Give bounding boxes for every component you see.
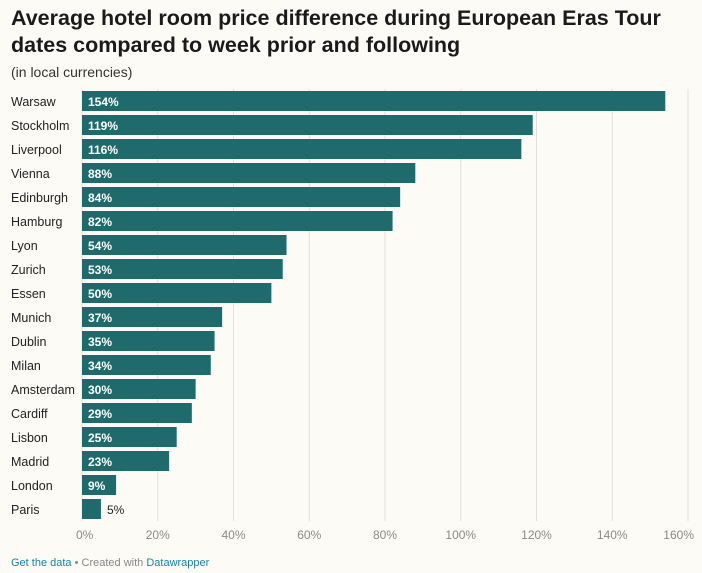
value-label: 9% — [88, 479, 106, 493]
category-label: Stockholm — [11, 119, 69, 133]
bar — [82, 403, 192, 423]
x-tick-label: 80% — [373, 528, 397, 542]
x-tick-label: 100% — [445, 528, 476, 542]
bar — [82, 139, 522, 159]
bar — [82, 115, 533, 135]
value-label: 35% — [88, 335, 112, 349]
category-label: Essen — [11, 287, 46, 301]
category-label: Milan — [11, 359, 41, 373]
bar — [82, 499, 101, 519]
x-tick-label: 40% — [221, 528, 245, 542]
bar — [82, 211, 393, 231]
x-tick-label: 0% — [76, 528, 94, 542]
value-label: 88% — [88, 167, 112, 181]
x-tick-label: 140% — [597, 528, 628, 542]
bar — [82, 475, 117, 495]
datawrapper-link[interactable]: Datawrapper — [146, 557, 210, 569]
bar — [82, 187, 401, 207]
value-label: 23% — [88, 455, 112, 469]
category-label: Munich — [11, 311, 51, 325]
value-label: 54% — [88, 239, 112, 253]
category-label: Liverpool — [11, 143, 62, 157]
category-label: Lyon — [11, 239, 38, 253]
value-label: 119% — [88, 119, 118, 133]
value-label: 84% — [88, 191, 112, 205]
bar — [82, 235, 287, 255]
value-label: 29% — [88, 407, 112, 421]
get-data-link[interactable]: Get the data — [11, 557, 72, 569]
category-label: Dublin — [11, 335, 46, 349]
bar — [82, 307, 223, 327]
bar — [82, 331, 215, 351]
value-label: 50% — [88, 287, 112, 301]
chart-title: Average hotel room price difference duri… — [11, 6, 661, 57]
category-label: Warsaw — [11, 95, 57, 109]
x-tick-label: 20% — [146, 528, 170, 542]
value-label: 37% — [88, 311, 112, 325]
value-label: 53% — [88, 263, 112, 277]
chart-subtitle: (in local currencies) — [11, 64, 133, 80]
category-label: Paris — [11, 503, 39, 517]
footer-separator: • Created with — [71, 557, 147, 569]
bar — [82, 259, 283, 279]
x-tick-label: 120% — [521, 528, 552, 542]
category-label: Vienna — [11, 167, 50, 181]
bar — [82, 451, 170, 471]
footer: Get the data • Created with Datawrapper — [11, 557, 209, 569]
bar — [82, 379, 196, 399]
value-label: 154% — [88, 95, 119, 109]
x-tick-label: 160% — [663, 528, 694, 542]
bar — [82, 355, 211, 375]
bar — [82, 91, 666, 111]
value-label: 82% — [88, 215, 112, 229]
bar-chart: 0% 20% 40% 60% 80% 100% 120% 140% 160% Warsaw 154%… — [11, 89, 694, 542]
bar — [82, 163, 416, 183]
category-label: Amsterdam — [11, 383, 75, 397]
category-label: Cardiff — [11, 407, 48, 421]
category-label: London — [11, 479, 53, 493]
category-label: Zurich — [11, 263, 46, 277]
category-label: Edinburgh — [11, 191, 68, 205]
value-label: 5% — [107, 503, 125, 517]
value-label: 30% — [88, 383, 112, 397]
category-label: Hamburg — [11, 215, 62, 229]
category-label: Lisbon — [11, 431, 48, 445]
category-label: Madrid — [11, 455, 49, 469]
bar — [82, 427, 177, 447]
value-label: 34% — [88, 359, 112, 373]
bar — [82, 283, 272, 303]
x-tick-label: 60% — [297, 528, 321, 542]
value-label: 25% — [88, 431, 112, 445]
value-label: 116% — [88, 143, 118, 157]
